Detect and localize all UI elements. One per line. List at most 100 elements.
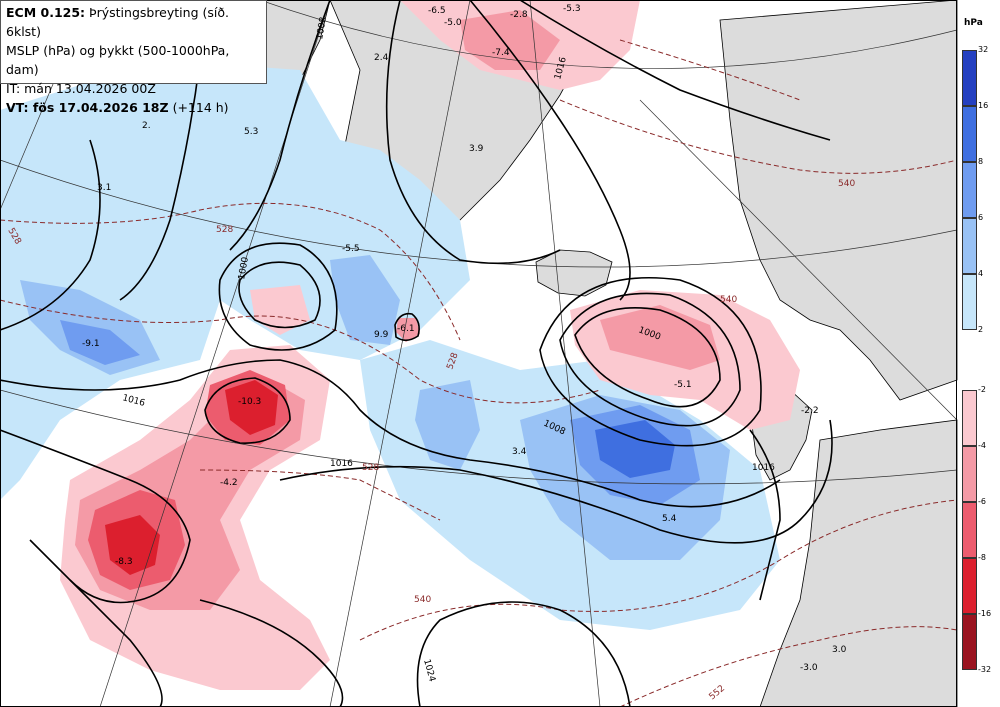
legend-swatch bbox=[962, 446, 977, 502]
meridian-3 bbox=[329, 0, 471, 707]
fall-area-greenland bbox=[250, 285, 310, 335]
isobar-label: 1008 bbox=[315, 16, 329, 41]
isobar-west-2 bbox=[119, 59, 201, 301]
legend-tick-label: 4 bbox=[978, 269, 984, 278]
pchange-label: -5.0 bbox=[444, 18, 462, 28]
legend-swatch bbox=[962, 390, 977, 446]
legend-swatch bbox=[962, 218, 977, 274]
product-name: Þrýstingsbreyting (síð. 6klst) bbox=[6, 5, 229, 39]
legend-tick-label: -16 bbox=[978, 609, 992, 618]
legend-swatch bbox=[962, 614, 977, 670]
fall-4-uk bbox=[600, 305, 720, 370]
pchange-label: -3.0 bbox=[800, 663, 818, 673]
pchange-label: 2.4 bbox=[374, 53, 389, 63]
europe-land bbox=[759, 419, 958, 707]
pchange-label: 3.1 bbox=[97, 183, 111, 193]
title-line-2: MSLP (hPa) og þykkt (500-1000hPa, dam) bbox=[6, 43, 230, 77]
legend-tick-label: -4 bbox=[978, 441, 986, 450]
legend-swatch bbox=[962, 162, 977, 218]
low-iceland-center bbox=[394, 312, 420, 342]
pchange-label: 3.0 bbox=[832, 645, 847, 655]
thickness-528-west bbox=[0, 202, 461, 341]
legend-swatch bbox=[962, 558, 977, 614]
thickness-label: 540 bbox=[720, 295, 737, 305]
pchange-label: -5.5 bbox=[342, 244, 360, 254]
pchange-label: 9.9 bbox=[374, 330, 389, 340]
graticule bbox=[0, 0, 958, 707]
legend-swatch bbox=[962, 106, 977, 162]
thickness-552 bbox=[619, 626, 958, 707]
pchange-label: 5.4 bbox=[662, 514, 677, 524]
parallel-3 bbox=[259, 0, 958, 69]
title-line-4: VT: fös 17.04.2026 18Z (+114 h) bbox=[6, 98, 261, 117]
lead-time: (+114 h) bbox=[172, 100, 229, 115]
isobar-south-2 bbox=[29, 539, 163, 707]
legend-unit: hPa bbox=[964, 18, 983, 28]
map-title-box: ECM 0.125: Þrýstingsbreyting (síð. 6klst… bbox=[0, 0, 267, 115]
pressure-fall-shading bbox=[60, 0, 800, 690]
isobar-1008-a bbox=[0, 359, 781, 508]
thickness-528-north bbox=[619, 39, 801, 101]
isobar-1016-c bbox=[469, 0, 631, 301]
pchange-label: -4.2 bbox=[220, 478, 238, 488]
low-center-uk-1 bbox=[574, 307, 721, 408]
pchange-label: -10.3 bbox=[238, 397, 261, 407]
isobars bbox=[0, 0, 833, 707]
title-line-1: ECM 0.125: Þrýstingsbreyting (síð. 6klst… bbox=[6, 3, 261, 41]
isobar-label: 1000 bbox=[237, 256, 251, 281]
legend-tick-label: -6 bbox=[978, 497, 986, 506]
iceland-land bbox=[535, 249, 613, 297]
isobar-1016-a bbox=[0, 429, 191, 604]
rise-area-west bbox=[0, 60, 470, 500]
isobar-label: 1016 bbox=[752, 463, 775, 473]
valid-time: VT: fös 17.04.2026 18Z bbox=[6, 100, 169, 115]
isobar-north-2 bbox=[385, 0, 561, 265]
legend-swatch bbox=[962, 274, 977, 330]
legend-tick-label: 2 bbox=[978, 325, 984, 334]
rise-8-central bbox=[595, 420, 675, 478]
thickness-label: 528 bbox=[216, 225, 233, 235]
meridian-5 bbox=[639, 99, 958, 421]
thickness-540-b bbox=[359, 499, 958, 641]
pchange-label: 2. bbox=[142, 121, 151, 131]
low-center-uk-3 bbox=[539, 276, 762, 447]
rise-4-greenland bbox=[330, 255, 400, 345]
legend-tick-label: 16 bbox=[978, 101, 989, 110]
pchange-label: -9.1 bbox=[82, 339, 100, 349]
legend-tick-label: -32 bbox=[978, 665, 992, 674]
thickness-label: 528 bbox=[362, 463, 379, 473]
legend-swatch bbox=[962, 50, 977, 106]
legend-tick-label: 8 bbox=[978, 157, 984, 166]
isobar-east-1016 bbox=[749, 429, 781, 601]
pchange-label: -6.1 bbox=[397, 324, 415, 334]
isobar-1008-north bbox=[229, 0, 331, 251]
parallel-1 bbox=[0, 389, 958, 485]
isobar-1024 bbox=[416, 601, 631, 707]
isobar-south-3 bbox=[199, 599, 344, 707]
pchange-label: -6.5 bbox=[428, 6, 446, 16]
thickness-540-a bbox=[0, 299, 601, 404]
thickness-contours bbox=[0, 39, 958, 707]
isobar-1016-b bbox=[279, 419, 833, 544]
isobar-west-1 bbox=[0, 139, 101, 331]
isobar-north-3 bbox=[519, 0, 831, 141]
pchange-label: -2.2 bbox=[801, 406, 819, 416]
pchange-label: -5.1 bbox=[674, 380, 692, 390]
legend-tick-label: -8 bbox=[978, 553, 986, 562]
low-greenland-2 bbox=[218, 242, 338, 351]
pchange-label: -7.4 bbox=[492, 48, 510, 58]
title-line-3: IT: mán 13.04.2026 00Z bbox=[6, 81, 156, 96]
map-label-layer: -6.5 -5.0 -2.8 -5.3 -7.4 2.4 2. 5.3 3.9 … bbox=[82, 4, 847, 683]
fall-4-north bbox=[460, 10, 560, 70]
model-name: ECM 0.125: bbox=[6, 5, 86, 20]
pchange-label: -5.3 bbox=[563, 4, 581, 14]
rise-6-lab bbox=[60, 320, 140, 365]
fall-iceland-center bbox=[396, 318, 420, 342]
rise-4-iceland-west bbox=[415, 380, 480, 470]
pchange-label: -2.8 bbox=[510, 10, 528, 20]
pchange-label: 3.9 bbox=[469, 144, 484, 154]
thickness-label: 540 bbox=[414, 595, 431, 605]
thickness-540-north bbox=[559, 99, 958, 174]
